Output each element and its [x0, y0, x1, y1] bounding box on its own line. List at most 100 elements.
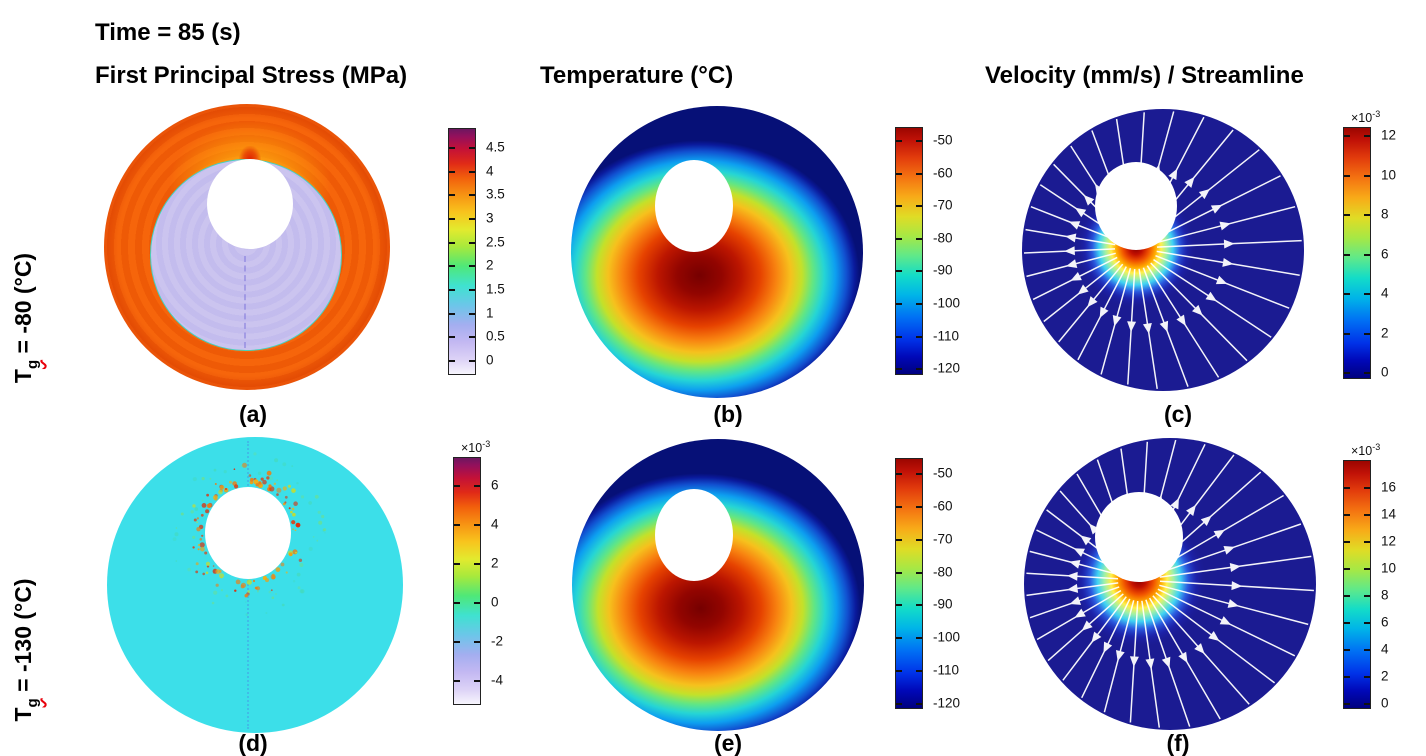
streamline — [1152, 595, 1250, 705]
colorbar-temperature-e: -50 -60 -70 -80 -90 -100 -110 -120 — [895, 458, 960, 711]
stress-speckle — [288, 507, 291, 510]
colorbar-tick-label: 2 — [1381, 325, 1389, 340]
colorbar-tick — [916, 703, 922, 706]
velocity-plot-tg130 — [1022, 436, 1318, 732]
stress-speckle-faint — [211, 601, 215, 605]
colorbar-tick-label: -50 — [933, 132, 953, 148]
colorbar-tick — [1364, 174, 1370, 177]
colorbar-tick — [1364, 703, 1370, 706]
colorbar-tick-label: 3.5 — [486, 186, 505, 202]
colorbar-tick — [916, 205, 922, 208]
streamline — [1159, 584, 1309, 626]
colorbar-tick-label: 2 — [486, 257, 494, 273]
colorbar-tick-labels: 12 10 8 6 4 2 0 — [1343, 127, 1423, 380]
colorbar-tick-labels: -50 -60 -70 -80 -90 -100 -110 -120 — [895, 127, 975, 376]
colorbar-tick — [449, 241, 455, 244]
streamline — [1154, 175, 1281, 240]
stress-speckle-faint — [318, 520, 323, 525]
colorbar-tick-label: 3 — [486, 210, 494, 226]
colorbar-tick-labels: -50 -60 -70 -80 -90 -100 -110 -120 — [895, 458, 975, 710]
colorbar-tick — [1344, 541, 1350, 544]
colorbar-tick — [1344, 649, 1350, 652]
colorbar-tick-label: -110 — [933, 328, 960, 343]
stress-speckle — [260, 485, 263, 488]
stress-speckle-layer — [172, 452, 327, 616]
colorbar-tick — [916, 670, 922, 673]
colorbar-tick-label: 0.5 — [486, 328, 505, 344]
streamline — [1158, 523, 1302, 574]
stress-speckle — [262, 479, 267, 485]
colorbar-tick-labels: 16 14 12 10 8 6 4 2 0 — [1343, 460, 1423, 711]
colorbar-exponent: ×10-3 — [1351, 442, 1381, 459]
colorbar-tick-label: -70 — [933, 531, 953, 547]
stress-speckle-faint — [194, 507, 199, 511]
colorbar-tick-label: 4 — [1381, 641, 1389, 657]
stress-speckle — [215, 583, 219, 587]
colorbar-tick-label: -80 — [933, 230, 953, 246]
caption-c: (c) — [1163, 401, 1193, 427]
stress-speckle — [284, 495, 288, 499]
streamline — [1058, 263, 1124, 343]
stress-speckle — [205, 509, 210, 514]
stress-speckle — [219, 573, 224, 579]
colorbar-tick-label: 0 — [491, 594, 499, 610]
stress-speckle — [295, 551, 297, 554]
stress-speckle — [212, 565, 215, 567]
streamline — [1156, 205, 1296, 244]
colorbar-tick — [449, 265, 455, 268]
colorbar-stress-d: ×10-3 6 4 2 0 -2 -4 — [453, 439, 503, 705]
streamline — [1146, 265, 1220, 378]
stress-speckle-faint — [292, 580, 296, 583]
stress-speckle-faint — [300, 589, 305, 594]
colorbar-tick-label: -100 — [933, 295, 961, 311]
stress-speckle-faint — [248, 474, 250, 477]
column-header-velocity: Velocity (mm/s) / Streamline — [985, 62, 1304, 89]
caption-e: (e) — [713, 730, 743, 756]
stress-speckle — [273, 482, 277, 485]
stress-speckle-faint — [225, 594, 229, 598]
colorbar-tick-label: -90 — [933, 262, 953, 278]
stress-speckle-faint — [321, 514, 325, 519]
stress-speckle-faint — [297, 586, 301, 590]
colorbar-tick-label: 4 — [486, 163, 494, 179]
streamline — [1155, 592, 1276, 684]
stress-speckle — [201, 534, 204, 537]
velocity-streamline-canvas — [1024, 438, 1316, 730]
colorbar-tick-label: 8 — [1381, 587, 1389, 603]
colorbar-tick — [1344, 174, 1350, 177]
colorbar-tick — [1364, 568, 1370, 571]
colorbar-tick — [1364, 513, 1370, 516]
stress-speckle — [199, 538, 203, 541]
stress-speckle — [251, 478, 254, 481]
colorbar-tick — [474, 563, 480, 566]
streamline — [1081, 598, 1131, 699]
colorbar-tick — [1344, 568, 1350, 571]
stress-speckle — [196, 521, 198, 524]
stress-speckle-faint — [282, 462, 287, 467]
void-hole — [655, 489, 733, 581]
colorbar-tick-label: 0 — [1381, 695, 1389, 711]
colorbar-tick — [916, 140, 922, 143]
stress-speckle-faint — [271, 596, 275, 599]
colorbar-tick — [449, 312, 455, 315]
colorbar-tick — [916, 172, 922, 175]
colorbar-tick — [916, 270, 922, 273]
row-label-subscript: g — [24, 359, 41, 370]
streamline — [1129, 600, 1139, 723]
stress-speckle-faint — [300, 495, 305, 499]
row-label-prefix: T — [10, 369, 36, 384]
colorbar-tick-label: 14 — [1381, 506, 1397, 522]
colorbar-tick — [1344, 703, 1350, 706]
stress-speckle — [204, 551, 208, 555]
stress-speckle — [192, 546, 195, 549]
streamline — [1025, 228, 1116, 246]
colorbar-tick — [469, 360, 475, 362]
colorbar-tick — [449, 360, 455, 362]
colorbar-tick — [896, 637, 902, 640]
stress-speckle — [248, 474, 252, 477]
colorbar-velocity-f: ×10-3 16 14 12 10 8 6 4 2 0 — [1343, 442, 1396, 711]
stress-speckle-faint — [190, 510, 194, 514]
colorbar-tick — [1344, 622, 1350, 625]
colorbar-gradient — [895, 127, 923, 375]
void-hole — [207, 159, 293, 249]
